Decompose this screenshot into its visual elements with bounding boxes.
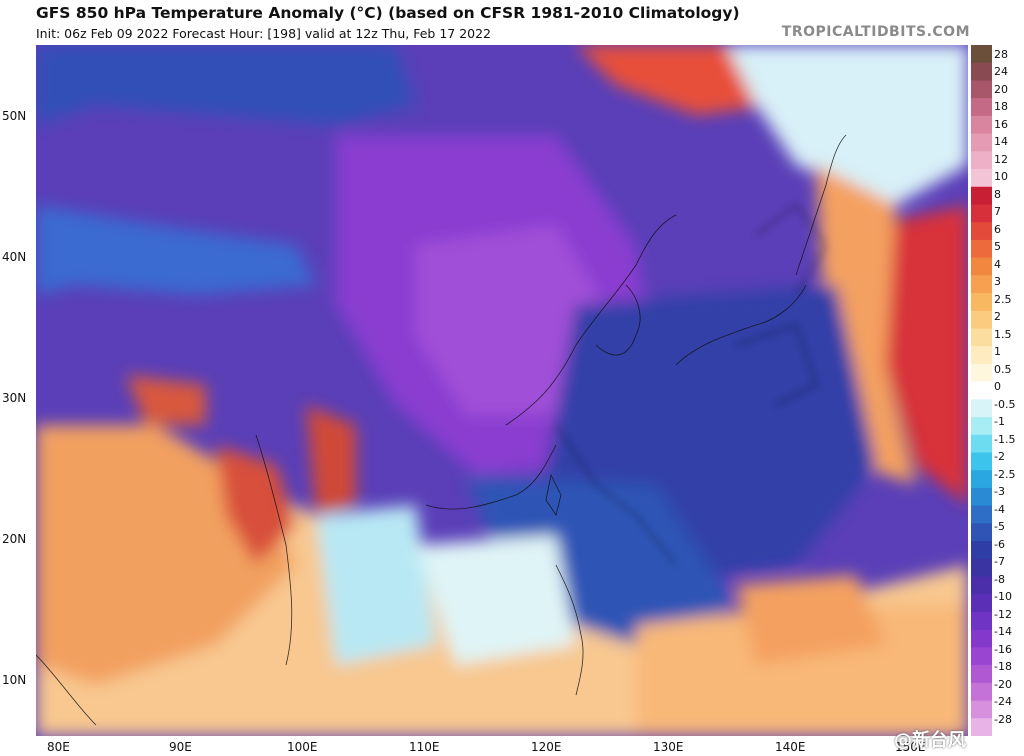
lon-label-90e: 90E — [169, 740, 192, 754]
lon-label-100e: 100E — [287, 740, 318, 754]
colorbar-swatch — [971, 222, 992, 241]
colorbar-swatch — [971, 700, 992, 719]
map-title: GFS 850 hPa Temperature Anomaly (°C) (ba… — [36, 4, 740, 22]
colorbar-tick-label: -2 — [994, 450, 1005, 464]
colorbar-tick-label: 16 — [994, 117, 1008, 131]
colorbar-swatch — [971, 293, 992, 312]
colorbar-swatch — [971, 381, 992, 400]
map-subtitle: Init: 06z Feb 09 2022 Forecast Hour: [19… — [36, 26, 492, 41]
colorbar-tick-label: 5 — [994, 240, 1001, 254]
lat-label-40n: 40N — [2, 250, 27, 264]
colorbar-swatch — [971, 239, 992, 259]
colorbar-swatch — [971, 558, 992, 578]
colorbar-tick-label: -2.5 — [994, 467, 1016, 481]
lat-label-20n: 20N — [2, 532, 27, 546]
colorbar-tick-label: 18 — [994, 100, 1008, 114]
colorbar-swatch — [971, 505, 992, 524]
colorbar-tick-label: 3 — [994, 275, 1001, 289]
colorbar-swatch — [971, 665, 992, 684]
colorbar-tick-label: -28 — [994, 712, 1012, 726]
colorbar-tick-label: -5 — [994, 520, 1005, 534]
lon-label-80e: 80E — [47, 740, 70, 754]
colorbar-tick-label: 28 — [994, 48, 1008, 61]
colorbar-swatch — [971, 594, 992, 613]
colorbar-tick-label: -4 — [994, 502, 1005, 516]
colorbar-tick-label: 4 — [994, 257, 1001, 271]
lon-label-120e: 120E — [531, 740, 562, 754]
colorbar-swatch — [971, 169, 992, 188]
colorbar-swatch — [971, 682, 992, 702]
colorbar-tick-label: -18 — [994, 660, 1012, 674]
lon-label-150e: 150E — [895, 740, 926, 754]
weibo-watermark: @新台风 — [894, 730, 966, 751]
lat-label-50n: 50N — [2, 109, 27, 123]
colorbar-swatch — [971, 151, 992, 170]
colorbar-tick-label: 6 — [994, 222, 1001, 236]
lon-label-110e: 110E — [409, 740, 440, 754]
colorbar-tick-label: -6 — [994, 537, 1005, 551]
colorbar-tick-label: -3 — [994, 485, 1005, 499]
colorbar-swatch — [971, 133, 992, 152]
colorbar-swatch — [971, 45, 992, 64]
source-credit: TROPICALTIDBITS.COM — [781, 24, 970, 40]
colorbar-tick-label: -12 — [994, 607, 1012, 621]
colorbar-swatch — [971, 115, 992, 135]
colorbar-swatch — [971, 310, 992, 329]
colorbar-swatch — [971, 470, 992, 489]
colorbar-swatch — [971, 363, 992, 383]
lat-label-30n: 30N — [2, 391, 27, 405]
colorbar-swatch — [971, 62, 992, 81]
colorbar-swatch — [971, 629, 992, 648]
colorbar-tick-label: 0.5 — [994, 362, 1012, 376]
colorbar-tick-label: 1.5 — [994, 327, 1012, 341]
colorbar-tick-label: 10 — [994, 170, 1008, 184]
colorbar-tick-label: 24 — [994, 65, 1008, 79]
anomaly-field — [36, 45, 968, 736]
colorbar-swatch — [971, 487, 992, 507]
colorbar-tick-label: 2 — [994, 310, 1001, 324]
colorbar-swatch — [971, 417, 992, 436]
colorbar-swatch — [971, 452, 992, 471]
colorbar-tick-label: -1.5 — [994, 432, 1016, 446]
colorbar-swatch — [971, 204, 992, 223]
colorbar-tick-label: 2.5 — [994, 292, 1012, 306]
colorbar-swatch — [971, 434, 992, 454]
colorbar-tick-label: 8 — [994, 187, 1001, 201]
colorbar-swatch — [971, 576, 992, 595]
colorbar-tick-label: -8 — [994, 572, 1005, 586]
colorbar-swatch — [971, 523, 992, 542]
colorbar-tick-label: -7 — [994, 555, 1005, 569]
colorbar-tick-label: -20 — [994, 677, 1012, 691]
lat-label-10n: 10N — [2, 673, 27, 687]
colorbar-tick-label: -1 — [994, 415, 1005, 429]
colorbar-tick-label: -0.5 — [994, 397, 1016, 411]
colorbar-tick-label: 14 — [994, 135, 1008, 149]
colorbar-tick-label: 20 — [994, 82, 1008, 96]
colorbar-tick-label: 12 — [994, 152, 1008, 166]
colorbar-tick-label: -16 — [994, 642, 1012, 656]
colorbar-legend — [971, 45, 992, 736]
colorbar-swatch — [971, 328, 992, 347]
lon-label-140e: 140E — [775, 740, 806, 754]
colorbar-tick-label: 7 — [994, 205, 1001, 219]
colorbar-swatch — [971, 80, 992, 99]
colorbar-tick-label: -24 — [994, 695, 1012, 709]
colorbar-swatch — [971, 611, 992, 631]
colorbar-swatch — [971, 647, 992, 666]
colorbar-swatch — [971, 275, 992, 294]
colorbar-swatch — [971, 346, 992, 365]
colorbar-swatch — [971, 186, 992, 205]
anomaly-map — [36, 45, 968, 736]
colorbar-tick-label: -14 — [994, 625, 1012, 639]
colorbar-swatch — [971, 257, 992, 276]
lon-label-130e: 130E — [653, 740, 684, 754]
colorbar-tick-label: 1 — [994, 345, 1001, 359]
colorbar-tick-label: -10 — [994, 590, 1012, 604]
colorbar-swatch — [971, 541, 992, 560]
colorbar-swatch — [971, 98, 992, 117]
colorbar-swatch — [971, 718, 992, 736]
colorbar-tick-label: 0 — [994, 380, 1001, 394]
colorbar-swatch — [971, 399, 992, 418]
